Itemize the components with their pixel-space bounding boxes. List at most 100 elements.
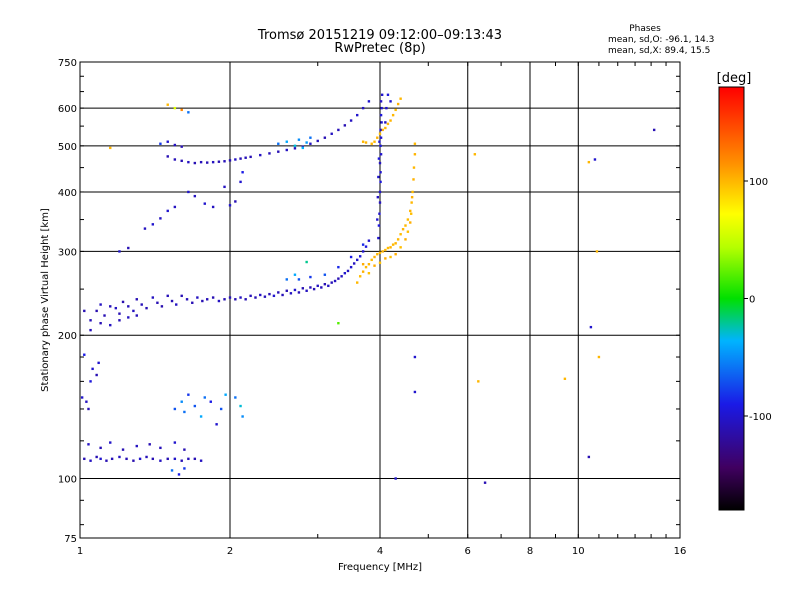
data-point [364, 265, 368, 269]
data-point [277, 150, 280, 153]
data-point [380, 121, 383, 124]
data-point [97, 361, 100, 365]
data-point [180, 400, 183, 403]
data-point [89, 380, 92, 383]
data-point [277, 142, 280, 145]
data-point [180, 145, 183, 148]
data-point [201, 299, 204, 303]
y-tick-label: 600 [58, 104, 77, 115]
data-point [386, 246, 390, 250]
data-point [381, 250, 384, 253]
data-point [385, 106, 388, 110]
data-point [132, 459, 135, 462]
data-point [389, 255, 392, 259]
data-point [89, 328, 92, 332]
data-point [389, 119, 392, 122]
data-point [401, 228, 405, 231]
data-point [297, 138, 301, 141]
x-tick-label: 1 [77, 546, 83, 557]
x-axis-label: Frequency [MHz] [338, 562, 422, 573]
data-point [281, 293, 284, 297]
x-tick-label: 6 [465, 546, 471, 557]
data-point [199, 459, 203, 462]
data-point [337, 321, 340, 325]
data-point [224, 393, 227, 396]
data-point [349, 265, 353, 269]
stats-x-phase: mean, sd,X: 89.4, 15.5 [608, 46, 710, 56]
data-point [312, 287, 316, 291]
data-point [249, 294, 252, 298]
data-point [91, 367, 94, 371]
data-point [95, 455, 98, 459]
data-point [263, 295, 267, 298]
data-point [399, 246, 402, 249]
y-tick-label: 200 [58, 331, 77, 342]
data-point [373, 255, 376, 259]
data-point [187, 393, 190, 396]
data-point [293, 288, 297, 292]
data-point [159, 142, 162, 145]
data-point [406, 230, 410, 233]
data-point [121, 300, 125, 304]
data-point [170, 299, 174, 303]
data-point [349, 119, 353, 122]
data-point [183, 448, 186, 451]
data-point [83, 353, 86, 356]
data-point [244, 298, 247, 301]
data-point [297, 291, 301, 294]
data-point [652, 128, 656, 132]
chart-title: Tromsø 20151219 09:12:00–09:13:43 [257, 28, 502, 43]
data-point [396, 238, 400, 241]
plot-area: 1 2 4 6 8 10 16 75 100 200 300 400 500 600 750 [58, 58, 686, 557]
y-axis-label: Stationary phase Virtual Height [km] [40, 208, 51, 392]
data-point [140, 303, 143, 306]
data-point [135, 314, 138, 317]
data-point [103, 314, 106, 317]
data-point [83, 309, 86, 313]
data-point [99, 457, 102, 461]
data-point [378, 201, 382, 204]
data-point [187, 190, 190, 194]
data-point [587, 455, 591, 459]
data-point [337, 128, 340, 132]
data-point [173, 407, 177, 411]
data-point [234, 298, 237, 301]
data-point [148, 443, 151, 446]
data-point [305, 289, 308, 292]
data-point [193, 457, 197, 461]
data-point [205, 161, 209, 164]
data-point [109, 323, 112, 327]
data-point [413, 153, 417, 156]
data-point [173, 158, 177, 161]
data-point [384, 248, 387, 252]
data-point [156, 301, 159, 304]
data-point [187, 111, 190, 114]
data-point [239, 404, 242, 408]
data-point [396, 102, 400, 106]
data-point [413, 142, 417, 145]
data-point [173, 457, 177, 461]
data-point [228, 296, 232, 299]
colorbar-tick-label: 100 [749, 177, 768, 188]
data-point [173, 106, 177, 110]
data-point [285, 289, 288, 292]
colorbar-tick-label: 0 [749, 295, 755, 306]
data-point [340, 275, 343, 278]
y-tick-label: 500 [58, 142, 77, 153]
data-point [125, 457, 128, 461]
data-point [305, 260, 308, 264]
colorbar-tick-label: -100 [749, 412, 772, 423]
data-point [293, 147, 297, 150]
data-point [293, 144, 297, 148]
data-point [297, 278, 301, 281]
data-point [373, 140, 376, 143]
data-point [376, 252, 379, 256]
data-point [301, 146, 305, 150]
data-point [367, 239, 371, 242]
data-point [595, 250, 599, 253]
data-point [411, 190, 414, 194]
data-point [173, 441, 177, 444]
data-point [166, 140, 169, 143]
data-point [110, 457, 114, 461]
data-point [259, 293, 262, 297]
